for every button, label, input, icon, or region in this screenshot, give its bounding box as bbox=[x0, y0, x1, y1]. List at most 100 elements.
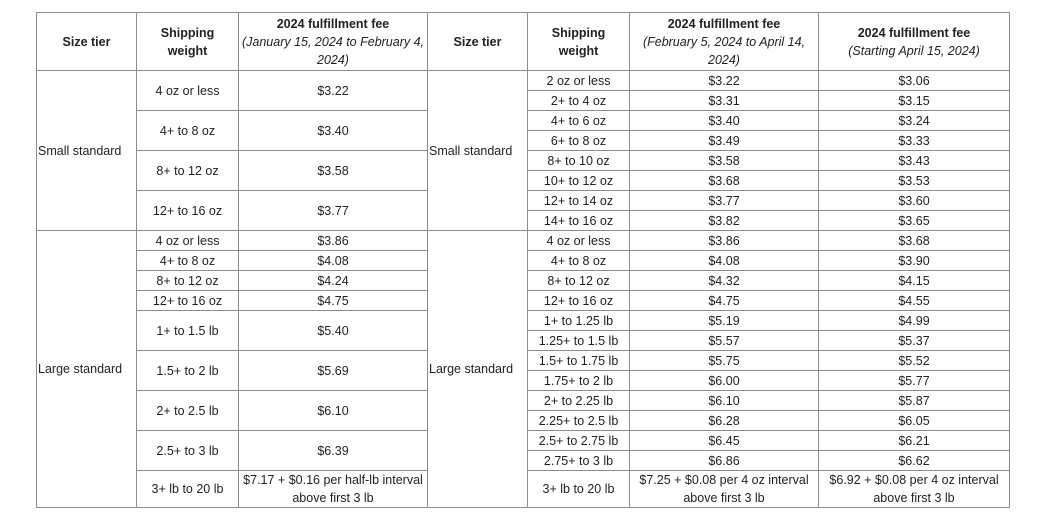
right-fee-b-cell: $3.68 bbox=[629, 170, 819, 191]
right-fee-c-cell: $5.52 bbox=[818, 350, 1010, 371]
right-fee-b-cell: $3.86 bbox=[629, 230, 819, 251]
right-weight-cell: 6+ to 8 oz bbox=[527, 130, 630, 151]
left-weight-cell: 4+ to 8 oz bbox=[136, 250, 239, 271]
fee-table-container: Size tier Shipping weight 2024 fulfillmen… bbox=[36, 12, 1010, 508]
table-row: 8+ to 12 oz $4.24 8+ to 12 oz $4.32 $4.1… bbox=[37, 270, 1010, 291]
right-fee-b-cell: $3.31 bbox=[629, 90, 819, 111]
left-fee-cell: $7.17 + $0.16 per half-lb interval above… bbox=[238, 470, 428, 508]
right-fee-b-cell: $4.32 bbox=[629, 270, 819, 291]
right-fee-c-cell: $3.65 bbox=[818, 210, 1010, 231]
right-weight-cell: 14+ to 16 oz bbox=[527, 210, 630, 231]
right-fee-b-cell: $3.58 bbox=[629, 150, 819, 171]
right-fee-c-cell: $3.15 bbox=[818, 90, 1010, 111]
left-fee-cell: $3.58 bbox=[238, 150, 428, 191]
right-fee-b-cell: $3.49 bbox=[629, 130, 819, 151]
right-tier-small-standard: Small standard bbox=[427, 70, 528, 231]
left-weight-cell: 8+ to 12 oz bbox=[136, 150, 239, 191]
left-weight-cell: 1.5+ to 2 lb bbox=[136, 350, 239, 391]
left-weight-cell: 3+ lb to 20 lb bbox=[136, 470, 239, 508]
left-weight-cell: 1+ to 1.5 lb bbox=[136, 310, 239, 351]
right-fee-c-cell: $3.68 bbox=[818, 230, 1010, 251]
left-fee-cell: $3.22 bbox=[238, 70, 428, 111]
right-tier-large-standard: Large standard bbox=[427, 230, 528, 508]
right-fee-b-cell: $3.22 bbox=[629, 70, 819, 91]
table-row: 2.25+ to 2.5 lb $6.28 $6.05 bbox=[37, 410, 1010, 431]
right-fee-b-cell: $4.08 bbox=[629, 250, 819, 271]
right-fee-c-cell: $3.90 bbox=[818, 250, 1010, 271]
right-fee-c-cell: $5.37 bbox=[818, 330, 1010, 351]
right-fee-c-cell: $6.21 bbox=[818, 430, 1010, 451]
right-fee-c-cell: $3.43 bbox=[818, 150, 1010, 171]
left-weight-cell: 2.5+ to 3 lb bbox=[136, 430, 239, 471]
table-row: 1.75+ to 2 lb $6.00 $5.77 bbox=[37, 370, 1010, 391]
right-fee-b-cell: $3.77 bbox=[629, 190, 819, 211]
table-row: 10+ to 12 oz $3.68 $3.53 bbox=[37, 170, 1010, 191]
right-fee-b-cell: $6.28 bbox=[629, 410, 819, 431]
right-fee-b-cell: $4.75 bbox=[629, 290, 819, 311]
left-weight-cell: 4+ to 8 oz bbox=[136, 110, 239, 151]
right-weight-cell: 1+ to 1.25 lb bbox=[527, 310, 630, 331]
right-weight-cell: 1.75+ to 2 lb bbox=[527, 370, 630, 391]
right-weight-cell: 4+ to 6 oz bbox=[527, 110, 630, 131]
left-weight-cell: 8+ to 12 oz bbox=[136, 270, 239, 291]
right-fee-b-cell: $3.40 bbox=[629, 110, 819, 131]
right-fee-b-cell: $5.57 bbox=[629, 330, 819, 351]
left-fee-cell: $4.08 bbox=[238, 250, 428, 271]
right-weight-cell: 2.25+ to 2.5 lb bbox=[527, 410, 630, 431]
right-fee-b-cell: $7.25 + $0.08 per 4 oz interval above fi… bbox=[629, 470, 819, 508]
left-fee-cell: $4.24 bbox=[238, 270, 428, 291]
left-fee-cell: $4.75 bbox=[238, 290, 428, 311]
right-fee-c-cell: $6.92 + $0.08 per 4 oz interval above fi… bbox=[818, 470, 1010, 508]
right-fee-c-cell: $4.99 bbox=[818, 310, 1010, 331]
right-weight-cell: 8+ to 12 oz bbox=[527, 270, 630, 291]
right-fee-c-cell: $3.06 bbox=[818, 70, 1010, 91]
right-fee-b-cell: $5.19 bbox=[629, 310, 819, 331]
table-row: 2.75+ to 3 lb $6.86 $6.62 bbox=[37, 450, 1010, 471]
table-row: 4+ to 8 oz $4.08 4+ to 8 oz $4.08 $3.90 bbox=[37, 250, 1010, 271]
right-weight-cell: 4+ to 8 oz bbox=[527, 250, 630, 271]
header-size-tier-left: Size tier bbox=[36, 12, 137, 71]
right-weight-cell: 1.25+ to 1.5 lb bbox=[527, 330, 630, 351]
table-row: 12+ to 16 oz $4.75 12+ to 16 oz $4.75 $4… bbox=[37, 290, 1010, 311]
left-weight-cell: 12+ to 16 oz bbox=[136, 190, 239, 231]
table-row: 2.5+ to 3 lb $6.39 2.5+ to 2.75 lb $6.45… bbox=[37, 430, 1010, 471]
right-fee-c-cell: $6.05 bbox=[818, 410, 1010, 431]
left-tier-small-standard: Small standard bbox=[36, 70, 137, 231]
left-fee-cell: $6.39 bbox=[238, 430, 428, 471]
right-weight-cell: 2 oz or less bbox=[527, 70, 630, 91]
right-fee-b-cell: $3.82 bbox=[629, 210, 819, 231]
right-weight-cell: 10+ to 12 oz bbox=[527, 170, 630, 191]
table-row: 2+ to 2.5 lb $6.10 2+ to 2.25 lb $6.10 $… bbox=[37, 390, 1010, 431]
header-row: Size tier Shipping weight 2024 fulfillmen… bbox=[36, 12, 1010, 71]
right-fee-c-cell: $4.55 bbox=[818, 290, 1010, 311]
table-row: 8+ to 12 oz $3.58 8+ to 10 oz $3.58 $3.4… bbox=[37, 150, 1010, 191]
right-weight-cell: 2.75+ to 3 lb bbox=[527, 450, 630, 471]
left-weight-cell: 4 oz or less bbox=[136, 70, 239, 111]
right-fee-c-cell: $5.77 bbox=[818, 370, 1010, 391]
right-fee-c-cell: $3.60 bbox=[818, 190, 1010, 211]
header-size-tier-right: Size tier bbox=[427, 12, 528, 71]
right-fee-c-cell: $3.33 bbox=[818, 130, 1010, 151]
left-fee-cell: $3.86 bbox=[238, 230, 428, 251]
left-weight-cell: 12+ to 16 oz bbox=[136, 290, 239, 311]
header-fee-jan-feb: 2024 fulfillment fee (January 15, 2024 to… bbox=[238, 12, 428, 71]
table-row: 4+ to 8 oz $3.40 4+ to 6 oz $3.40 $3.24 bbox=[37, 110, 1010, 151]
left-fee-cell: $6.10 bbox=[238, 390, 428, 431]
right-weight-cell: 2+ to 2.25 lb bbox=[527, 390, 630, 411]
fulfillment-fee-table: Size tier Shipping weight 2024 fulfillmen… bbox=[36, 12, 1010, 508]
left-weight-cell: 2+ to 2.5 lb bbox=[136, 390, 239, 431]
right-fee-c-cell: $5.87 bbox=[818, 390, 1010, 411]
right-weight-cell: 2.5+ to 2.75 lb bbox=[527, 430, 630, 451]
right-fee-c-cell: $4.15 bbox=[818, 270, 1010, 291]
right-fee-b-cell: $5.75 bbox=[629, 350, 819, 371]
table-row: 1.5+ to 2 lb $5.69 1.5+ to 1.75 lb $5.75… bbox=[37, 350, 1010, 391]
right-fee-c-cell: $3.24 bbox=[818, 110, 1010, 131]
right-weight-cell: 8+ to 10 oz bbox=[527, 150, 630, 171]
right-fee-b-cell: $6.86 bbox=[629, 450, 819, 471]
right-weight-cell: 1.5+ to 1.75 lb bbox=[527, 350, 630, 371]
left-fee-cell: $5.69 bbox=[238, 350, 428, 391]
right-fee-c-cell: $3.53 bbox=[818, 170, 1010, 191]
left-fee-cell: $3.77 bbox=[238, 190, 428, 231]
right-weight-cell: 3+ lb to 20 lb bbox=[527, 470, 630, 508]
right-weight-cell: 12+ to 14 oz bbox=[527, 190, 630, 211]
